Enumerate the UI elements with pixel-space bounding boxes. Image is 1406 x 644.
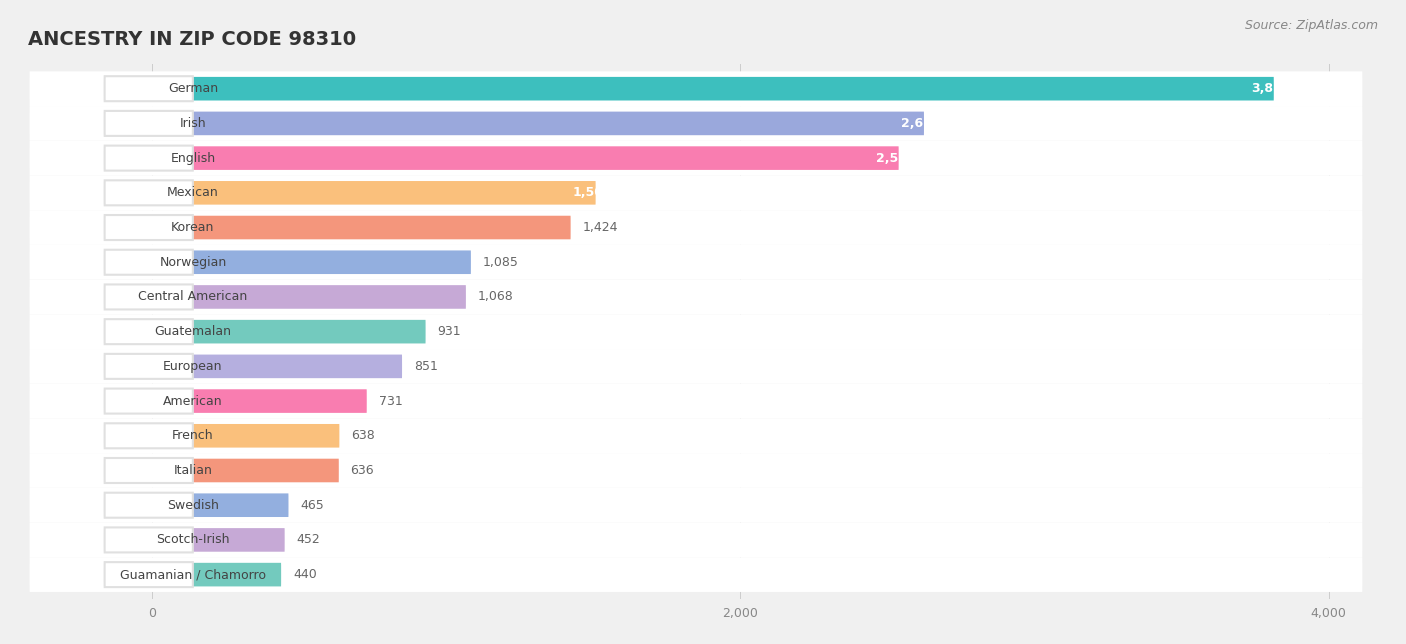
Text: 731: 731 bbox=[378, 395, 402, 408]
FancyBboxPatch shape bbox=[152, 146, 898, 170]
Text: 2,625: 2,625 bbox=[901, 117, 941, 130]
Text: 638: 638 bbox=[352, 430, 375, 442]
FancyBboxPatch shape bbox=[104, 250, 193, 275]
Text: Scotch-Irish: Scotch-Irish bbox=[156, 533, 229, 546]
FancyBboxPatch shape bbox=[104, 146, 193, 171]
Text: Norwegian: Norwegian bbox=[159, 256, 226, 269]
FancyBboxPatch shape bbox=[104, 562, 193, 587]
Text: Central American: Central American bbox=[138, 290, 247, 303]
FancyBboxPatch shape bbox=[152, 181, 596, 205]
Text: 465: 465 bbox=[301, 498, 323, 512]
FancyBboxPatch shape bbox=[152, 251, 471, 274]
Text: Guatemalan: Guatemalan bbox=[155, 325, 232, 338]
FancyBboxPatch shape bbox=[30, 175, 1362, 210]
Text: Mexican: Mexican bbox=[167, 186, 219, 200]
FancyBboxPatch shape bbox=[30, 488, 1362, 522]
Text: 2,539: 2,539 bbox=[876, 151, 915, 165]
FancyBboxPatch shape bbox=[104, 319, 193, 344]
FancyBboxPatch shape bbox=[30, 245, 1362, 279]
FancyBboxPatch shape bbox=[554, 182, 593, 204]
FancyBboxPatch shape bbox=[104, 76, 193, 101]
FancyBboxPatch shape bbox=[30, 314, 1362, 349]
Text: German: German bbox=[167, 82, 218, 95]
Text: European: European bbox=[163, 360, 222, 373]
FancyBboxPatch shape bbox=[104, 527, 193, 553]
FancyBboxPatch shape bbox=[152, 493, 288, 517]
FancyBboxPatch shape bbox=[152, 424, 339, 448]
FancyBboxPatch shape bbox=[30, 557, 1362, 592]
Text: 440: 440 bbox=[292, 568, 316, 581]
Text: 636: 636 bbox=[350, 464, 374, 477]
Text: Irish: Irish bbox=[180, 117, 207, 130]
Text: Korean: Korean bbox=[172, 221, 215, 234]
FancyBboxPatch shape bbox=[152, 216, 571, 240]
Text: Swedish: Swedish bbox=[167, 498, 219, 512]
FancyBboxPatch shape bbox=[30, 71, 1362, 106]
Text: 851: 851 bbox=[413, 360, 437, 373]
FancyBboxPatch shape bbox=[30, 210, 1362, 245]
FancyBboxPatch shape bbox=[104, 423, 193, 448]
FancyBboxPatch shape bbox=[104, 180, 193, 205]
Text: 3,814: 3,814 bbox=[1251, 82, 1291, 95]
FancyBboxPatch shape bbox=[152, 111, 924, 135]
Text: Source: ZipAtlas.com: Source: ZipAtlas.com bbox=[1244, 19, 1378, 32]
FancyBboxPatch shape bbox=[30, 106, 1362, 141]
FancyBboxPatch shape bbox=[30, 522, 1362, 557]
FancyBboxPatch shape bbox=[30, 419, 1362, 453]
FancyBboxPatch shape bbox=[152, 459, 339, 482]
Text: 931: 931 bbox=[437, 325, 461, 338]
Text: 1,085: 1,085 bbox=[482, 256, 519, 269]
FancyBboxPatch shape bbox=[152, 77, 1274, 100]
Text: Guamanian / Chamorro: Guamanian / Chamorro bbox=[120, 568, 266, 581]
Text: ANCESTRY IN ZIP CODE 98310: ANCESTRY IN ZIP CODE 98310 bbox=[28, 30, 356, 49]
FancyBboxPatch shape bbox=[152, 285, 465, 308]
Text: French: French bbox=[172, 430, 214, 442]
FancyBboxPatch shape bbox=[30, 141, 1362, 175]
Text: 1,424: 1,424 bbox=[582, 221, 617, 234]
FancyBboxPatch shape bbox=[30, 349, 1362, 384]
FancyBboxPatch shape bbox=[152, 320, 426, 343]
FancyBboxPatch shape bbox=[858, 147, 896, 169]
FancyBboxPatch shape bbox=[152, 389, 367, 413]
FancyBboxPatch shape bbox=[104, 493, 193, 518]
FancyBboxPatch shape bbox=[152, 528, 284, 552]
Text: American: American bbox=[163, 395, 222, 408]
Text: 1,509: 1,509 bbox=[572, 186, 613, 200]
FancyBboxPatch shape bbox=[104, 285, 193, 310]
FancyBboxPatch shape bbox=[1233, 77, 1271, 100]
FancyBboxPatch shape bbox=[152, 355, 402, 378]
Text: 1,068: 1,068 bbox=[478, 290, 513, 303]
FancyBboxPatch shape bbox=[104, 111, 193, 136]
FancyBboxPatch shape bbox=[104, 215, 193, 240]
FancyBboxPatch shape bbox=[104, 388, 193, 413]
FancyBboxPatch shape bbox=[883, 112, 921, 135]
FancyBboxPatch shape bbox=[30, 279, 1362, 314]
Text: Italian: Italian bbox=[173, 464, 212, 477]
Text: 452: 452 bbox=[297, 533, 321, 546]
Text: English: English bbox=[170, 151, 215, 165]
FancyBboxPatch shape bbox=[104, 354, 193, 379]
FancyBboxPatch shape bbox=[104, 458, 193, 483]
FancyBboxPatch shape bbox=[30, 384, 1362, 419]
FancyBboxPatch shape bbox=[30, 453, 1362, 488]
FancyBboxPatch shape bbox=[152, 563, 281, 587]
